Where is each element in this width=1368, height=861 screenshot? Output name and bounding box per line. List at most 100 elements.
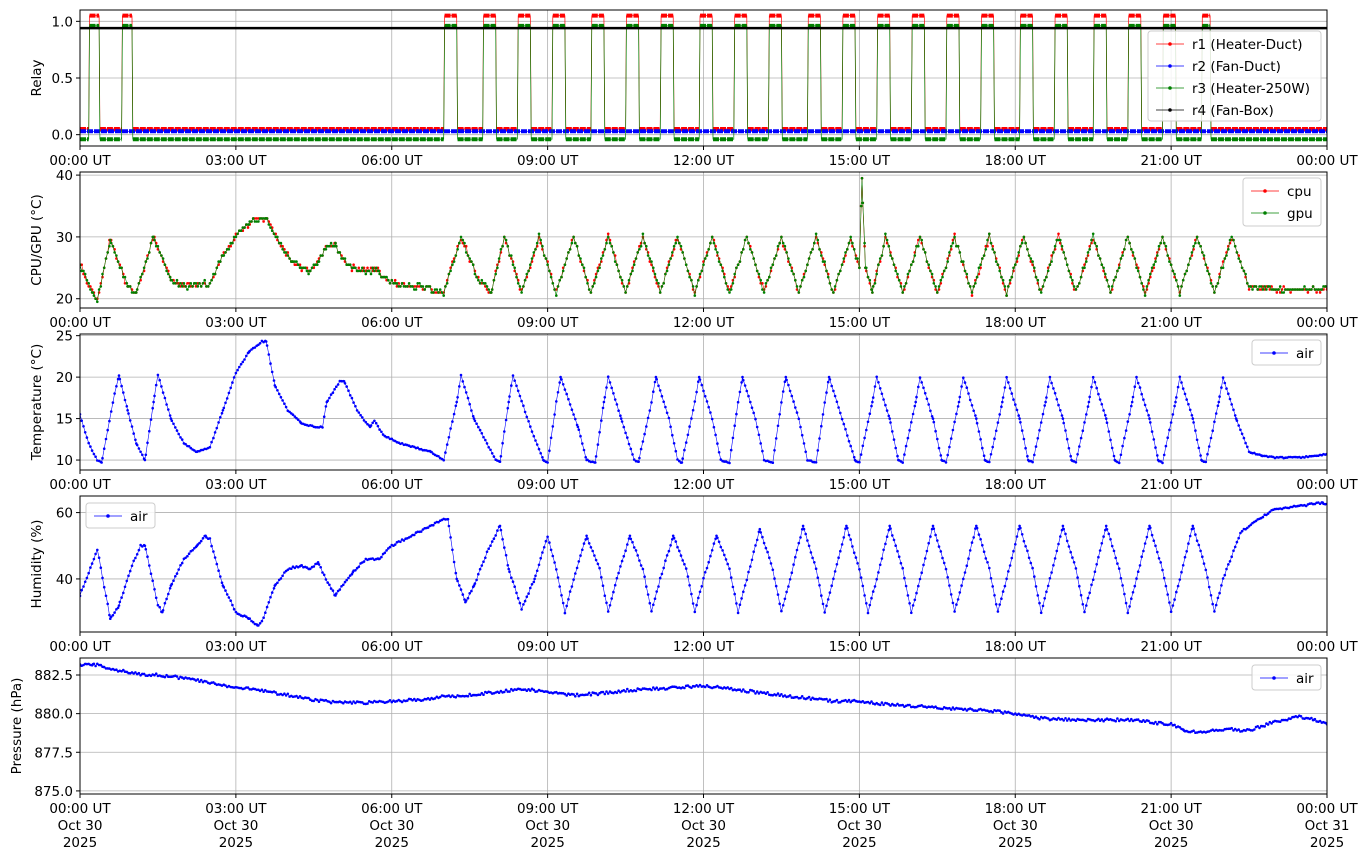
- data-point: [187, 552, 191, 555]
- data-point: [309, 269, 312, 273]
- data-point: [662, 282, 665, 285]
- data-point: [163, 263, 167, 267]
- data-point: [480, 278, 484, 282]
- data-point: [851, 241, 854, 245]
- data-point: [910, 263, 913, 267]
- data-point: [936, 539, 939, 542]
- data-point: [949, 437, 953, 440]
- data-point: [929, 269, 932, 273]
- data-point: [532, 688, 536, 692]
- data-point: [508, 395, 511, 398]
- data-point: [475, 275, 478, 279]
- data-point: [828, 698, 832, 701]
- data-point: [463, 385, 466, 389]
- data-point: [586, 282, 589, 285]
- data-point: [719, 545, 723, 549]
- data-point: [478, 567, 482, 571]
- data-point: [1064, 532, 1067, 536]
- data-point: [977, 266, 981, 270]
- data-point: [1003, 386, 1007, 389]
- data-point: [426, 285, 430, 288]
- data-point: [891, 430, 894, 433]
- data-point: [719, 263, 723, 267]
- data-point: [596, 693, 600, 697]
- data-point: [671, 251, 674, 254]
- data-point: [1008, 387, 1012, 390]
- data-point: [1001, 396, 1005, 399]
- data-point: [729, 576, 733, 579]
- data-point: [501, 441, 504, 445]
- data-point: [868, 412, 872, 416]
- data-point: [901, 291, 904, 294]
- data-point: [1062, 421, 1065, 425]
- data-point: [208, 445, 212, 449]
- data-point: [148, 429, 151, 433]
- data-point: [421, 288, 425, 291]
- data-point: [998, 413, 1001, 416]
- data-point: [839, 549, 842, 553]
- data-point: [501, 538, 504, 541]
- data-point: [873, 585, 877, 588]
- data-point: [459, 373, 463, 377]
- data-point: [1071, 556, 1074, 559]
- data-point: [102, 447, 106, 451]
- data-point: [298, 695, 302, 698]
- data-point: [859, 204, 863, 208]
- data-point: [1052, 251, 1055, 254]
- data-point: [697, 375, 701, 379]
- data-point: [464, 244, 468, 248]
- data-point: [284, 251, 288, 254]
- data-point: [423, 288, 427, 291]
- data-point: [253, 346, 257, 349]
- data-point: [939, 550, 943, 553]
- data-point: [329, 701, 333, 705]
- data-point: [300, 564, 304, 567]
- data-point: [802, 527, 806, 531]
- data-point: [840, 417, 844, 421]
- data-point: [823, 260, 826, 263]
- data-point: [906, 272, 910, 276]
- data-point: [274, 583, 278, 586]
- data-point: [729, 686, 733, 690]
- data-point: [1176, 584, 1180, 588]
- data-point: [1253, 728, 1256, 731]
- y-axis-label: Relay: [29, 59, 45, 96]
- data-point: [1188, 534, 1192, 538]
- data-point: [556, 285, 560, 288]
- data-point: [184, 556, 187, 560]
- data-point: [624, 549, 627, 552]
- data-point: [123, 398, 127, 402]
- data-point: [362, 269, 366, 273]
- data-point: [314, 263, 317, 267]
- data-point: [882, 548, 885, 552]
- data-point: [1112, 549, 1116, 553]
- data-point: [1130, 404, 1133, 408]
- data-point: [1119, 257, 1123, 260]
- data-point: [134, 671, 137, 674]
- series-markers-1: [80, 176, 1327, 304]
- data-point: [1104, 417, 1108, 420]
- data-point: [1102, 266, 1105, 270]
- plot-area: [80, 662, 1327, 734]
- data-point: [632, 263, 636, 267]
- data-point: [210, 278, 213, 282]
- data-point: [888, 524, 891, 528]
- data-point: [1045, 396, 1048, 399]
- data-point: [910, 611, 913, 615]
- data-point: [757, 433, 761, 437]
- data-point: [1117, 461, 1121, 465]
- data-point: [653, 687, 657, 691]
- data-point: [577, 254, 581, 257]
- data-point: [579, 434, 582, 438]
- legend-box: [1147, 30, 1322, 122]
- data-point: [1003, 285, 1007, 288]
- data-point: [1090, 238, 1093, 242]
- data-point: [1014, 263, 1017, 267]
- data-point: [891, 257, 894, 260]
- data-point: [447, 436, 451, 439]
- data-point: [99, 285, 103, 288]
- data-point: [438, 288, 442, 291]
- data-point: [643, 575, 646, 578]
- data-point: [871, 285, 875, 288]
- data-point: [1098, 257, 1102, 260]
